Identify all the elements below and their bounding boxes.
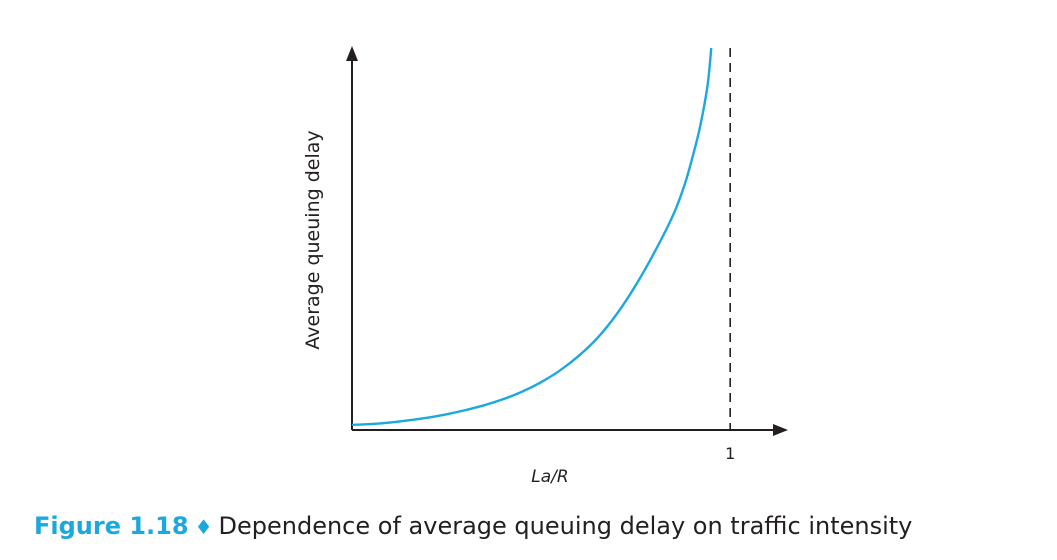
y-axis-arrowhead — [346, 46, 358, 61]
figure-caption: Figure 1.18 ♦ Dependence of average queuin… — [34, 506, 912, 547]
caption-text: Dependence of average queuing delay on t… — [218, 512, 913, 540]
series-line — [351, 47, 713, 427]
y-axis-title: Average queuing delay — [302, 130, 324, 349]
caption-separator: ♦ — [194, 515, 213, 539]
x-tick-label: 1 — [725, 444, 735, 463]
figure-number: Figure 1.18 — [34, 512, 189, 540]
queuing-delay-chart: 1 La/R Average queuing delay — [302, 46, 788, 487]
x-axis-title: La/R — [531, 467, 568, 487]
x-axis-arrowhead — [773, 424, 788, 436]
